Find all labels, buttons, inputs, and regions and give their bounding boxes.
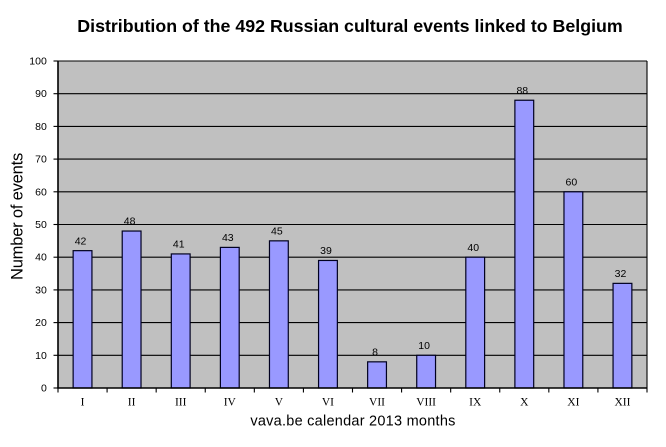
svg-text:32: 32 [615, 268, 627, 280]
svg-text:41: 41 [173, 239, 185, 251]
svg-text:40: 40 [35, 252, 47, 264]
svg-text:Distribution of the 492 Russia: Distribution of the 492 Russian cultural… [77, 16, 622, 36]
svg-text:III: III [175, 397, 187, 409]
svg-text:43: 43 [222, 232, 234, 244]
svg-text:8: 8 [372, 346, 378, 358]
svg-text:XII: XII [614, 397, 630, 409]
svg-text:39: 39 [320, 245, 332, 257]
svg-text:Number of events: Number of events [9, 153, 27, 280]
svg-text:10: 10 [418, 340, 430, 352]
svg-text:II: II [128, 397, 136, 409]
svg-text:I: I [81, 397, 85, 409]
svg-text:XI: XI [567, 397, 579, 409]
svg-text:60: 60 [566, 176, 578, 188]
svg-text:VIII: VIII [416, 397, 436, 409]
svg-text:IV: IV [224, 397, 237, 409]
svg-text:42: 42 [75, 235, 87, 247]
svg-text:80: 80 [35, 121, 47, 133]
svg-text:100: 100 [29, 56, 47, 68]
svg-text:10: 10 [35, 350, 47, 362]
svg-text:48: 48 [124, 216, 136, 228]
svg-text:30: 30 [35, 284, 47, 296]
svg-text:45: 45 [271, 225, 283, 237]
svg-text:60: 60 [35, 186, 47, 198]
svg-text:40: 40 [467, 242, 479, 254]
svg-text:vava.be calendar 2013 months: vava.be calendar 2013 months [250, 414, 455, 430]
svg-text:50: 50 [35, 219, 47, 231]
svg-text:X: X [520, 397, 529, 409]
svg-text:0: 0 [41, 383, 47, 395]
svg-text:VI: VI [322, 397, 334, 409]
svg-text:IX: IX [469, 397, 482, 409]
svg-text:70: 70 [35, 154, 47, 166]
svg-text:88: 88 [516, 85, 528, 97]
svg-text:V: V [275, 397, 284, 409]
svg-text:20: 20 [35, 317, 47, 329]
svg-text:VII: VII [369, 397, 385, 409]
svg-text:90: 90 [35, 88, 47, 100]
